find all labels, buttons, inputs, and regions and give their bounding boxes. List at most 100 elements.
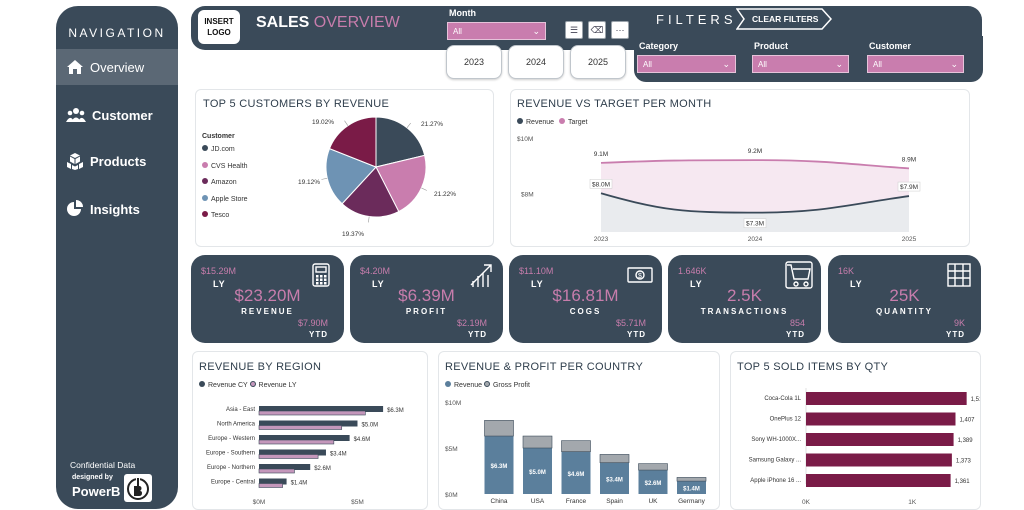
year-button-2025[interactable]: 2025 (570, 45, 626, 79)
kpi-ytd-label: YTD (946, 330, 965, 339)
clear-filters-button[interactable]: CLEAR FILTERS (735, 8, 833, 30)
logo-placeholder: INSERT LOGO (198, 10, 240, 44)
filter-lines-icon[interactable]: ☰ (565, 21, 583, 39)
kpi-card-cogs: $11.10M LY $16.81M COGS $5.71M YTD $ (509, 255, 662, 343)
pie-slice (375, 116, 426, 168)
revenue-country-title: REVENUE & PROFIT PER COUNTRY (445, 361, 644, 373)
item-bar (806, 474, 951, 487)
target-data-label: 9.2M (748, 148, 762, 155)
item-data-label: 1,389 (958, 438, 974, 444)
x-tick-label: $5M (351, 499, 364, 506)
brand-logo-icon (124, 474, 152, 502)
kpi-ytd-label: YTD (786, 330, 805, 339)
legend-swatch (202, 145, 208, 151)
pie-leader-line (344, 120, 349, 126)
kpi-value: 25K (889, 286, 920, 305)
svg-text:$: $ (638, 273, 642, 280)
year-button-2024[interactable]: 2024 (508, 45, 564, 79)
pie-legend-label: JD.com (211, 146, 235, 153)
nav-item-insights[interactable]: Insights (56, 191, 178, 227)
revenue-region-bar-chart: Asia - East $6.3M North America $5.0M Europe… (206, 406, 404, 506)
kpi-name: REVENUE (241, 307, 294, 316)
more-options-icon[interactable]: ⋯ (611, 21, 629, 39)
kpi-value: $16.81M (552, 286, 619, 305)
legend-swatch (202, 178, 208, 184)
pie-legend-label: CVS Health (211, 162, 248, 170)
legend-swatch (558, 118, 565, 124)
nav-item-overview[interactable]: Overview (56, 49, 178, 85)
nav-label: Customer (92, 107, 153, 123)
revenue-region-title: REVENUE BY REGION (199, 361, 322, 373)
chevron-down-icon: ⌄ (532, 25, 540, 36)
pie-leader-line (321, 177, 328, 180)
legend-swatch (202, 161, 208, 168)
kpi-name: PROFIT (405, 307, 448, 316)
category-dropdown[interactable]: All ⌄ (637, 55, 736, 73)
pie-legend-item: Amazon (202, 178, 248, 195)
x-tick-label: 0K (802, 499, 811, 506)
x-tick-label: 2024 (748, 236, 763, 243)
customer-dropdown[interactable]: All ⌄ (867, 55, 964, 73)
kpi-value: $23.20M (234, 286, 301, 305)
revenue-target-card: REVENUE VS TARGET PER MONTH Revenue Targ… (510, 89, 970, 247)
region-data-label: $1.4M (291, 481, 308, 487)
country-revenue-bar (561, 451, 591, 494)
designed-by-label: designed by (72, 474, 113, 481)
cash-icon: $ (627, 267, 653, 283)
nav-item-customer[interactable]: Customer (56, 97, 178, 133)
kpi-ytd-value: 854 (789, 318, 805, 328)
kpi-ly-label: LY (372, 279, 385, 289)
revenue-label-box (589, 179, 613, 189)
revenue-data-label: $7.3M (746, 221, 764, 228)
pie-legend-item: Apple Store (202, 194, 248, 212)
kpi-ly-label: LY (531, 279, 544, 289)
kpi-card-profit: $4.20M LY $6.39M PROFIT $2.19M YTD (350, 255, 503, 343)
kpi-ytd-value: $5.71M (615, 318, 646, 328)
top-items-bar-chart: Coca-Cola 1L 1,512 OnePlus 12 1,407 Sony WH-… (749, 388, 980, 506)
region-ly-bar (258, 425, 343, 430)
country-category-label: USA (531, 498, 545, 505)
revenue-label-box (897, 181, 921, 192)
region-category-label: Asia - East (226, 407, 255, 413)
region-cy-bar (259, 406, 384, 412)
kpi-ytd-label: YTD (468, 330, 487, 339)
target-data-label: 9.1M (594, 151, 608, 158)
product-dropdown[interactable]: All ⌄ (752, 55, 849, 73)
nav-item-products[interactable]: Products (56, 143, 178, 179)
region-cy-bar (259, 478, 287, 485)
year-button-2023[interactable]: 2023 (446, 45, 502, 79)
kpi-ly-value: 16K (838, 266, 855, 276)
kpi-card-quantity: 16K LY 25K QUANTITY 9K YTD (828, 255, 981, 343)
kpi-value: $6.39M (398, 286, 455, 305)
country-legend: Revenue Gross Profit (445, 381, 530, 389)
kpi-ly-value: 1.646K (678, 266, 707, 276)
country-category-label: France (566, 498, 587, 505)
region-cy-bar (259, 464, 311, 470)
pie-chart-icon (67, 200, 83, 216)
country-category-label: Spain (606, 498, 623, 505)
pie-data-label: 21.22% (434, 191, 456, 198)
pie-leader-line (421, 187, 427, 191)
chevron-down-icon: ⌄ (722, 58, 730, 69)
clear-filters-label: CLEAR FILTERS (752, 14, 819, 24)
legend-swatch (483, 381, 490, 387)
pie-slice (341, 166, 400, 218)
customer-dropdown-value: All (873, 59, 882, 69)
month-dropdown[interactable]: All ⌄ (447, 22, 546, 40)
nav-label: Overview (90, 59, 145, 75)
revenue-data-label: $7.9M (900, 184, 918, 191)
kpi-ly-value: $15.29M (201, 266, 237, 276)
chevron-down-icon: ⌄ (950, 58, 958, 69)
region-cy-bar (259, 449, 326, 456)
country-revenue-bar (523, 448, 552, 494)
country-category-label: UK (648, 498, 658, 505)
nav-label: Insights (90, 201, 140, 217)
pie-legend: JD.com CVS Health Amazon Apple Store Tesco (202, 145, 248, 228)
kpi-ly-value: $11.10M (519, 266, 554, 276)
legend-swatch (517, 118, 523, 124)
nav-label: Products (90, 153, 147, 169)
country-category-label: China (491, 498, 508, 505)
country-data-label: $3.4M (606, 477, 623, 483)
eraser-icon[interactable]: ⌫ (588, 21, 606, 39)
page-title: SALES OVERVIEW (256, 14, 400, 32)
